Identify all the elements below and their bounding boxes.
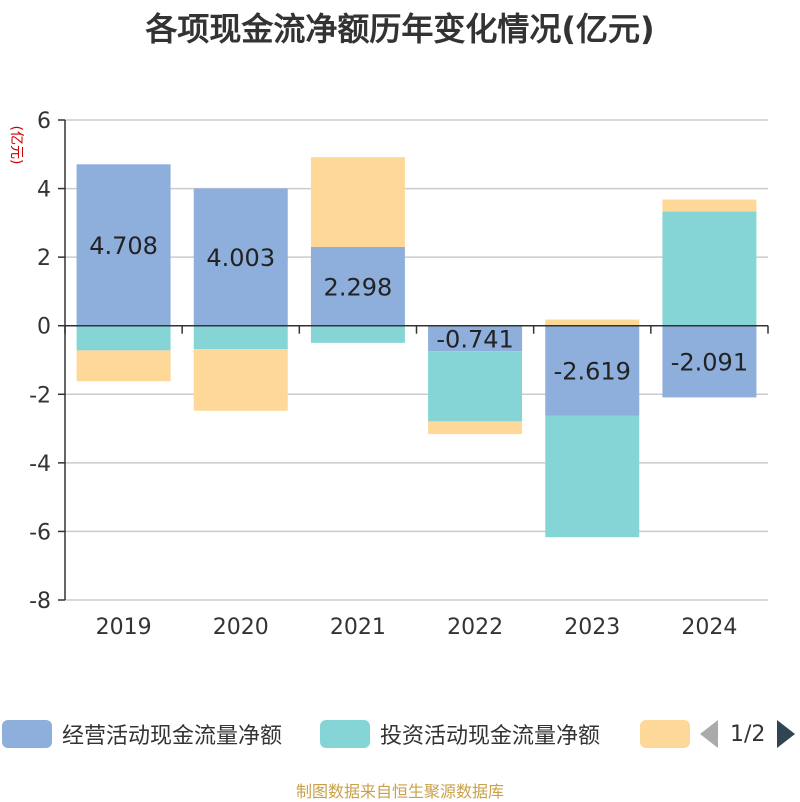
legend-swatch-investing bbox=[320, 720, 370, 748]
x-tick-label: 2022 bbox=[447, 615, 503, 640]
pager-prev-icon[interactable] bbox=[700, 720, 718, 748]
bar-2019-series-2 bbox=[76, 325, 171, 351]
bar-2022-series-3 bbox=[428, 421, 523, 435]
y-tick-label: 0 bbox=[37, 315, 51, 340]
chart-title: 各项现金流净额历年变化情况(亿元) bbox=[145, 10, 655, 48]
legend-swatch-operating bbox=[2, 720, 52, 748]
pager-next-icon[interactable] bbox=[777, 720, 796, 748]
grid-lines bbox=[65, 119, 768, 601]
bar-2021-series-2 bbox=[310, 325, 405, 343]
legend-item-financing[interactable] bbox=[640, 718, 690, 750]
bar-2020-series-2 bbox=[193, 325, 288, 350]
x-tick-label: 2020 bbox=[213, 615, 269, 640]
bar-2023-series-1 bbox=[545, 325, 640, 416]
legend-label-investing: 投资活动现金流量净额 bbox=[380, 724, 601, 749]
bar-2024-series-3 bbox=[662, 199, 757, 212]
pager-text: 1/2 bbox=[730, 721, 766, 747]
bar-2023-series-2 bbox=[545, 415, 640, 538]
bar-2022-series-2 bbox=[428, 351, 523, 422]
bars bbox=[76, 157, 757, 538]
data-label-2019: 4.708 bbox=[89, 232, 158, 260]
y-tick-label: -2 bbox=[29, 383, 51, 408]
data-label-2024: -2.091 bbox=[671, 349, 748, 377]
bar-2023-series-3 bbox=[545, 319, 640, 326]
data-label-2021: 2.298 bbox=[324, 273, 393, 301]
bar-2020-series-1 bbox=[193, 188, 288, 326]
legend: 经营活动现金流量净额 投资活动现金流量净额 1/2 bbox=[0, 712, 800, 756]
bar-2021-series-1 bbox=[310, 246, 405, 326]
legend-item-investing[interactable]: 投资活动现金流量净额 bbox=[320, 718, 600, 750]
cash-flow-chart: -8 -6 -4 -2 0 2 4 6 2019 2020 2021 2022 2023 2024 (亿元)… bbox=[8, 109, 769, 640]
bar-2024-series-1 bbox=[662, 325, 757, 398]
legend-item-operating[interactable]: 经营活动现金流量净额 bbox=[2, 718, 282, 750]
x-tick-label: 2024 bbox=[681, 615, 737, 640]
y-tick-label: -4 bbox=[29, 452, 51, 477]
data-source: 制图数据来自恒生聚源数据库 bbox=[295, 782, 504, 801]
y-tick-label: -8 bbox=[29, 589, 51, 614]
bar-2019-series-3 bbox=[76, 350, 171, 382]
data-labels: 4.708 4.003 2.298 -0.741 -2.619 -2.091 bbox=[89, 232, 748, 386]
bar-2021-series-3 bbox=[310, 157, 405, 247]
x-tick-label: 2019 bbox=[96, 615, 152, 640]
bar-2022-series-1 bbox=[428, 325, 523, 352]
y-tick-label: 4 bbox=[37, 178, 51, 203]
y-tick-label: -6 bbox=[29, 520, 51, 545]
axes: -8 -6 -4 -2 0 2 4 6 2019 2020 2021 2022 2023 2024 (亿元) bbox=[8, 109, 769, 640]
bar-2024-series-2 bbox=[662, 211, 757, 326]
data-label-2023: -2.619 bbox=[554, 358, 631, 386]
bar-2020-series-3 bbox=[193, 349, 288, 411]
data-label-2020: 4.003 bbox=[206, 244, 275, 272]
y-axis-label: (亿元) bbox=[8, 126, 24, 165]
y-tick-label: 2 bbox=[37, 246, 51, 271]
y-tick-label: 6 bbox=[37, 109, 51, 134]
legend-swatch-financing bbox=[640, 720, 690, 748]
bar-2019-series-1 bbox=[76, 164, 171, 326]
x-tick-label: 2021 bbox=[330, 615, 386, 640]
legend-pager: 1/2 bbox=[700, 718, 796, 750]
x-tick-label: 2023 bbox=[564, 615, 620, 640]
data-label-2022: -0.741 bbox=[436, 325, 513, 353]
legend-label-operating: 经营活动现金流量净额 bbox=[62, 724, 283, 749]
